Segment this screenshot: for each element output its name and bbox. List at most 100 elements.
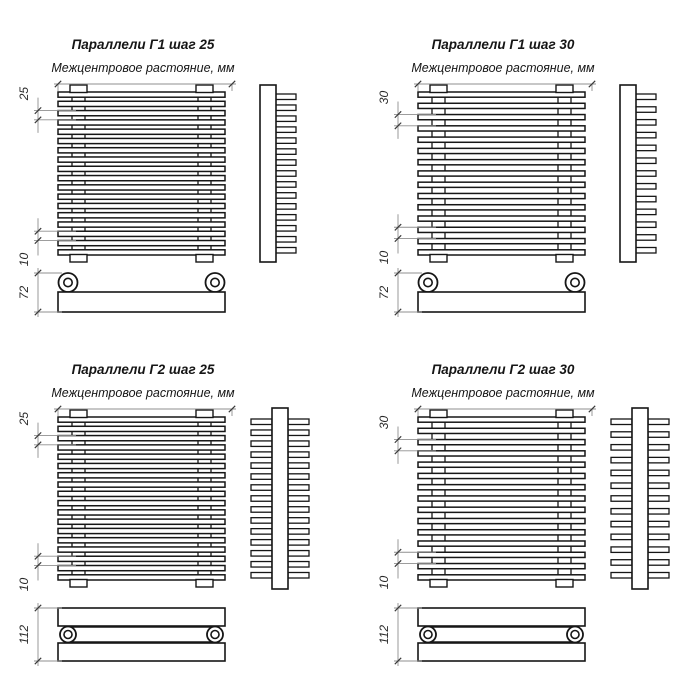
side-tube-back [647, 482, 670, 490]
radiator-bar [57, 202, 226, 210]
side-tube-front [610, 571, 633, 579]
side-tube-front [610, 533, 633, 541]
side-collector [619, 84, 637, 263]
dim-tick [394, 559, 402, 568]
side-tube [274, 181, 297, 188]
collector-end-inner [570, 277, 581, 288]
side-tube [634, 195, 657, 203]
side-tube-front [610, 559, 633, 566]
radiator-bar [57, 481, 226, 488]
side-tube-front [250, 418, 273, 426]
step-dim-label: 30 [377, 91, 391, 105]
radiator-bar [57, 425, 226, 433]
collector-bottom-tab [195, 253, 214, 263]
center-distance-caption: Межцентровое растояние, мм [411, 386, 595, 400]
side-tube-front [610, 431, 633, 438]
collector-bottom-tab [69, 253, 88, 263]
side-tube-back [647, 431, 670, 438]
side-tube-front [610, 443, 633, 451]
side-tube [274, 170, 297, 177]
drawing-title: Параллели Г1 шаг 25 [71, 37, 215, 52]
radiator-bar [417, 147, 586, 155]
technical-drawing-g1-step30: 30 10 72 [377, 80, 657, 317]
dim-tick [394, 269, 402, 277]
radiator-bar [57, 499, 226, 507]
quadrant-g2-step25: 25 10 112 Параллели Г2 шаг 25 Межцентровое… [10, 355, 332, 677]
radiator-bar [57, 509, 226, 516]
radiator-bar [417, 517, 586, 525]
dim-tick [34, 657, 42, 665]
side-tube-back [647, 418, 670, 426]
side-tube-front [610, 418, 633, 426]
side-tube-front [250, 429, 273, 437]
radiator-bar [57, 211, 226, 219]
radiator-bar [57, 527, 226, 535]
collector-end-inner [63, 629, 73, 640]
side-tube-back [287, 517, 310, 524]
side-tube [274, 159, 297, 166]
side-tube-back [647, 469, 670, 477]
radiator-bar [417, 91, 586, 98]
dim-tick [34, 269, 42, 277]
radiator-bar [417, 102, 586, 110]
collector-end-inner [62, 277, 73, 288]
dimension-center-distance [54, 405, 236, 416]
side-tube-front [250, 571, 273, 579]
technical-drawing-g2-step25: 25 10 112 [17, 405, 310, 666]
radiator-bar [417, 506, 586, 514]
dim-tick [34, 106, 42, 115]
side-view [619, 84, 657, 263]
radiator-bar [57, 221, 226, 228]
radiator-bar [417, 215, 586, 222]
side-tube [634, 208, 657, 216]
dim-tick [394, 308, 402, 316]
dimension-depth: 72 [17, 268, 62, 317]
side-tube-back [647, 571, 670, 579]
side-collector [271, 407, 289, 590]
collector-end-inner [210, 277, 221, 288]
collector-top-tab [429, 84, 448, 94]
side-tube-front [250, 495, 273, 502]
side-tube-front [250, 451, 273, 459]
side-tube-front [250, 473, 273, 480]
dimension-step: 25 [17, 87, 76, 133]
side-tube-back [287, 495, 310, 502]
bottom-view [417, 272, 586, 313]
dim-tick [414, 405, 422, 413]
side-tube-back [647, 546, 670, 554]
radiator-bar [417, 438, 586, 446]
side-tube-back [287, 560, 310, 568]
side-tube-front [250, 527, 273, 535]
technical-drawing-g2-step30: 30 10 112 [377, 405, 670, 666]
radiator-bar [417, 540, 586, 547]
side-tube-front [610, 520, 633, 528]
bottom-view [417, 607, 586, 662]
side-tube [274, 148, 297, 155]
radiator-bar [57, 462, 226, 470]
radiator-bar [57, 546, 226, 553]
collector-end-inner [423, 629, 433, 640]
collector-top-tab [555, 84, 574, 94]
radiator-bar [417, 125, 586, 132]
collector-top-tab [195, 84, 214, 94]
radiator-bar [417, 562, 586, 570]
center-distance-caption: Межцентровое растояние, мм [51, 61, 235, 75]
side-tube-front [610, 495, 633, 502]
collector-end-inner [422, 277, 433, 288]
radiator-bar [417, 226, 586, 234]
technical-drawing-g1-step25: 25 10 72 [17, 80, 297, 317]
side-tube-front [250, 506, 273, 513]
side-tube-front [610, 507, 633, 515]
wall-bracket [57, 291, 226, 313]
collector-end-inner [570, 629, 580, 640]
dimension-gap: 10 [17, 218, 76, 266]
side-tube-back [287, 473, 310, 480]
radiator-bar [57, 471, 226, 479]
side-tube-back [287, 451, 310, 459]
dimension-step: 30 [377, 416, 436, 464]
side-view [259, 84, 297, 263]
side-tube [634, 93, 657, 101]
side-tube-back [287, 549, 310, 557]
front-view [57, 84, 226, 263]
